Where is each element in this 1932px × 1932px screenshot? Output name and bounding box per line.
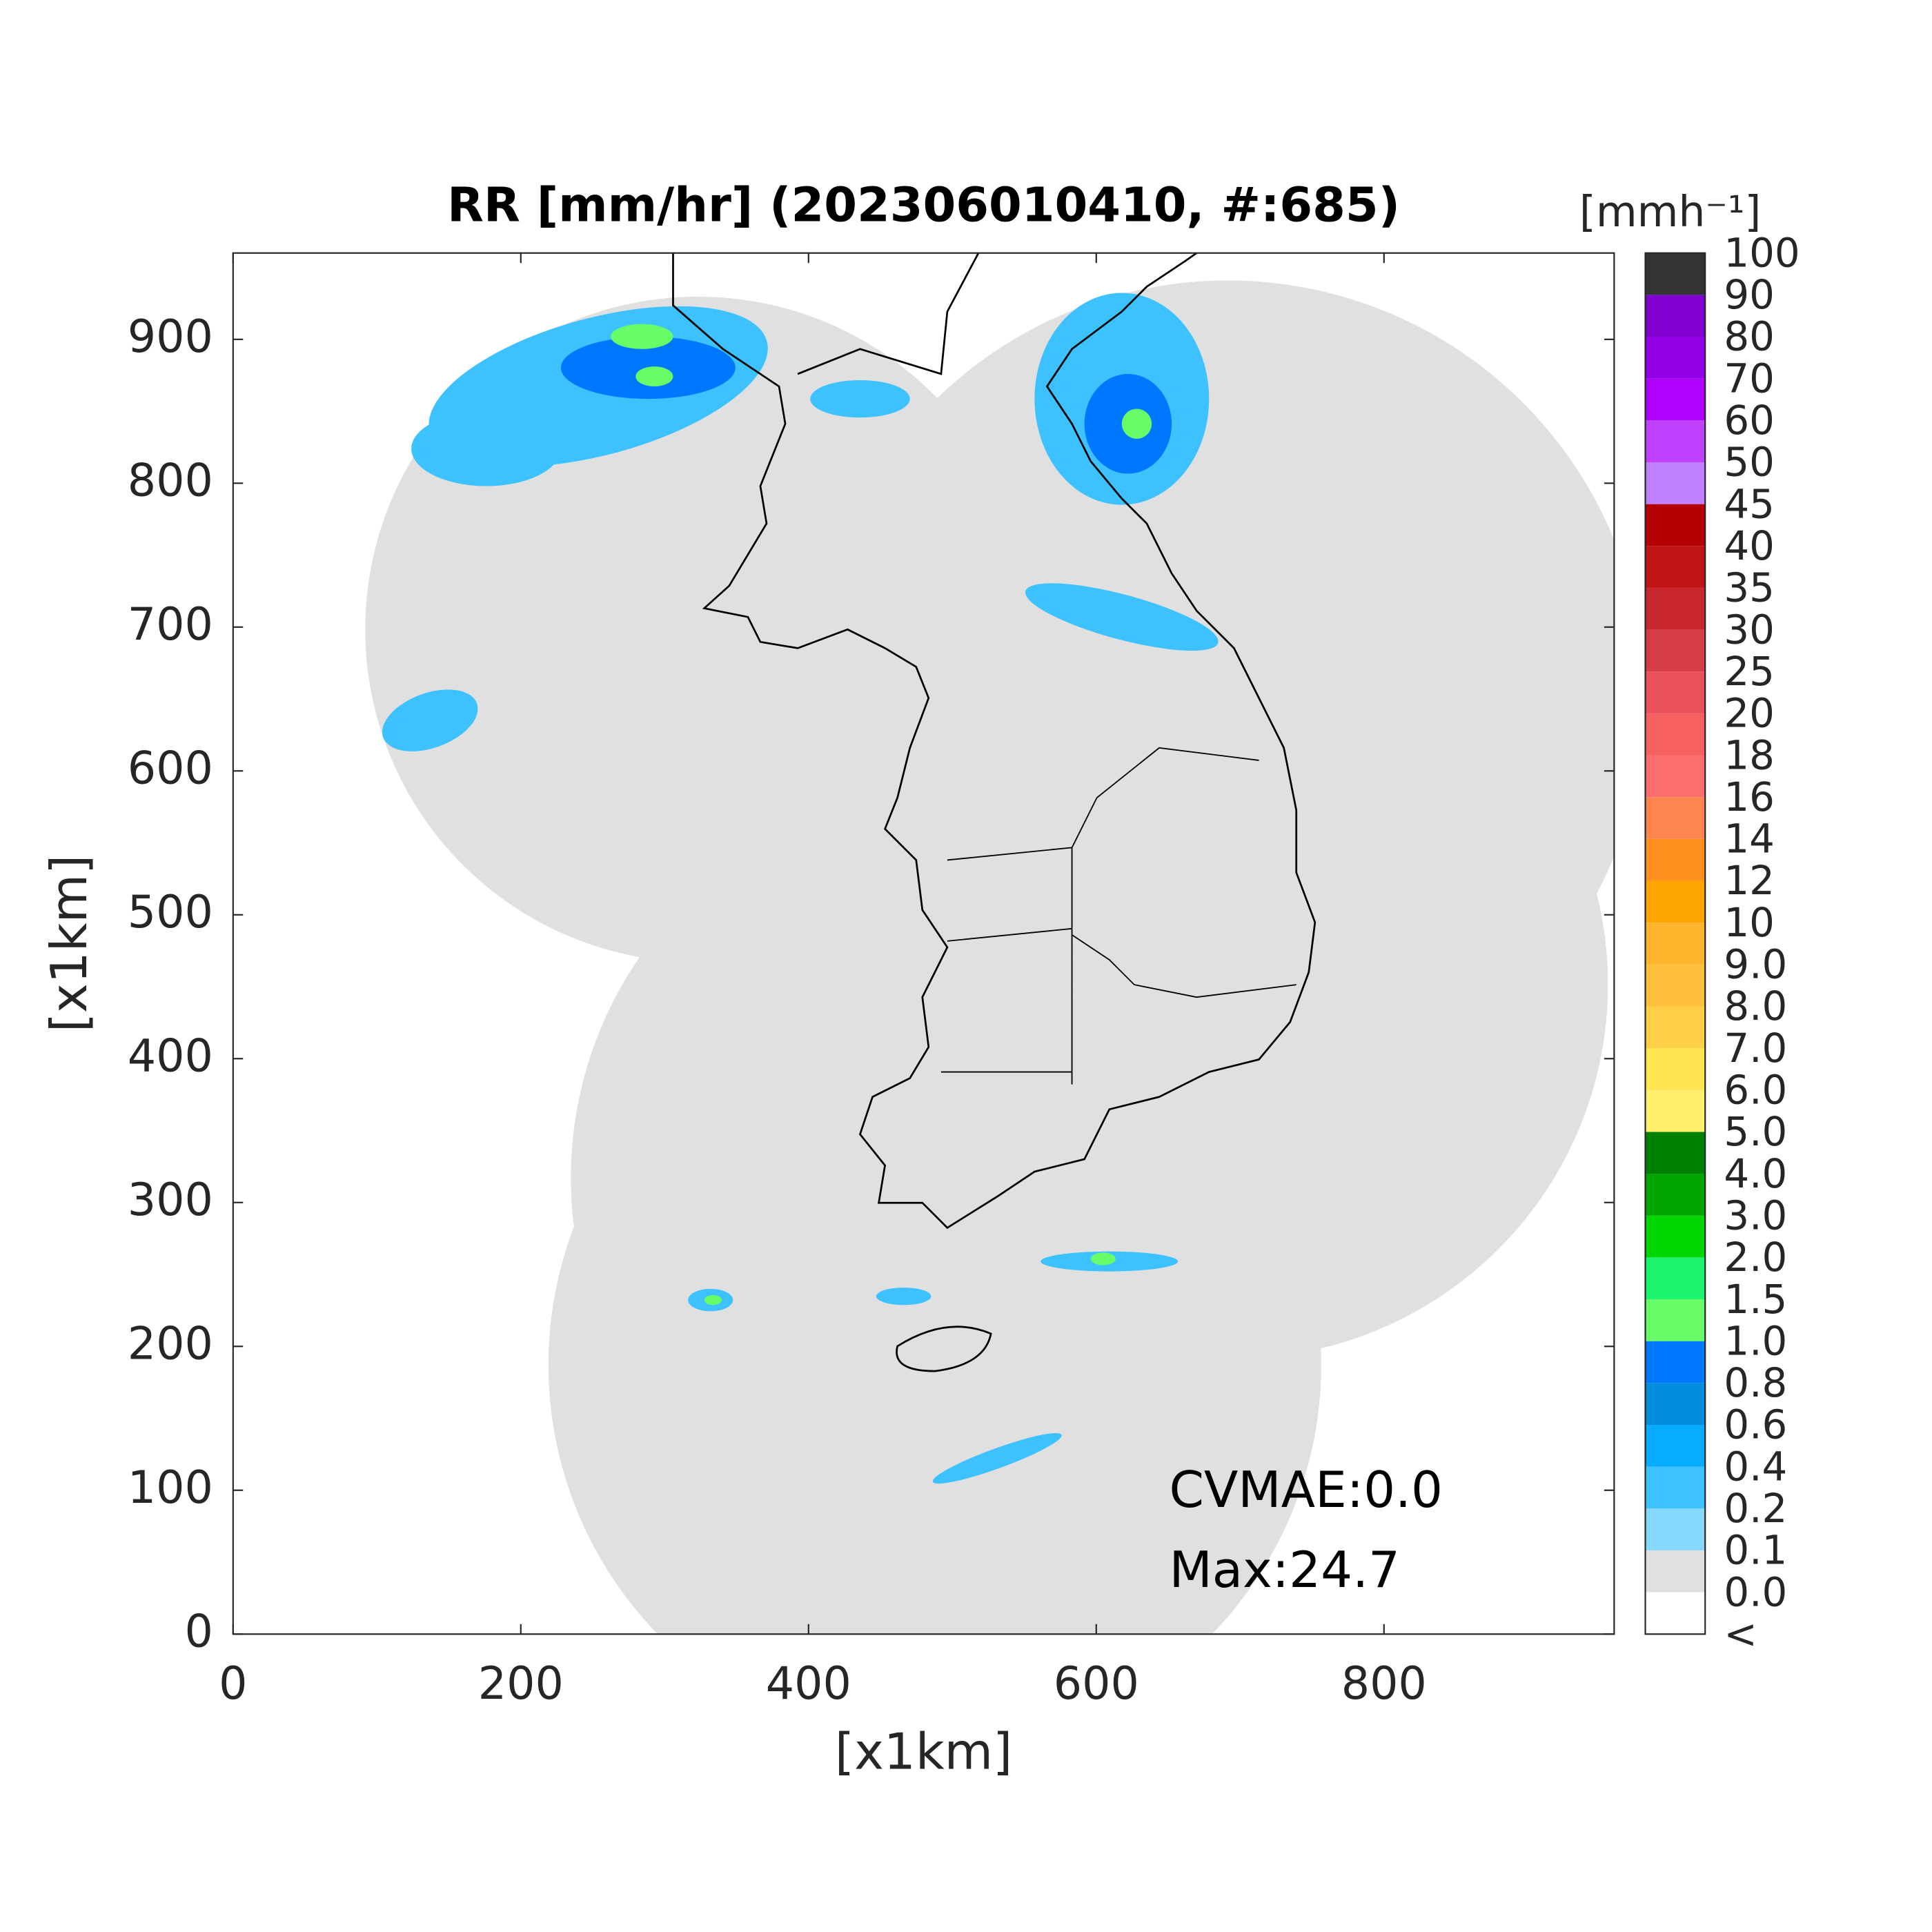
y-tick-label: 500: [128, 887, 213, 938]
y-tick-label: 0: [185, 1606, 213, 1657]
y-tick-label: 200: [128, 1318, 213, 1370]
colorbar-box: [1645, 629, 1706, 672]
colorbar-box: [1645, 671, 1706, 713]
coastline: [672, 253, 1317, 1230]
colorbar-box: [1645, 797, 1706, 839]
colorbar-tick-label: 14: [1724, 816, 1775, 862]
colorbar-tick-label: 2.0: [1724, 1234, 1787, 1281]
colorbar-tick-label: 100: [1724, 229, 1800, 276]
colorbar-box: [1645, 378, 1706, 421]
colorbar-tick-label: 7.0: [1724, 1025, 1787, 1072]
colorbar-box: [1645, 1592, 1706, 1635]
colorbar-tick-label: 3.0: [1724, 1192, 1787, 1239]
colorbar-tick-label: 0.0: [1724, 1568, 1787, 1615]
colorbar-tick-label: 90: [1724, 271, 1775, 318]
y-axis-label: [x1km]: [41, 855, 99, 1032]
colorbar-tick-label: <: [1724, 1610, 1757, 1657]
colorbar-tick-label: 10: [1724, 899, 1775, 946]
x-axis-label: [x1km]: [835, 1723, 1012, 1781]
colorbar-box: [1645, 1215, 1706, 1258]
colorbar-box: [1645, 1508, 1706, 1550]
colorbar-box: [1645, 1132, 1706, 1174]
colorbar-box: [1645, 337, 1706, 379]
colorbar-tick-label: 35: [1724, 564, 1775, 611]
colorbar-box: [1645, 253, 1706, 295]
province-border: [940, 747, 1297, 1085]
x-tick-label: 800: [1341, 1658, 1427, 1710]
colorbar-tick-label: 40: [1724, 522, 1775, 569]
colorbar-box: [1645, 587, 1706, 630]
colorbar-tick-label: 9.0: [1724, 941, 1787, 988]
colorbar-box: [1645, 755, 1706, 798]
y-tick-label: 900: [128, 311, 213, 363]
colorbar-tick-label: 6.0: [1724, 1066, 1787, 1113]
colorbar-box: [1645, 1090, 1706, 1132]
colorbar-box: [1645, 1299, 1706, 1341]
colorbar-box: [1645, 880, 1706, 923]
colorbar-tick-label: 18: [1724, 731, 1775, 778]
colorbar-label: [mmh⁻¹]: [1579, 188, 1762, 237]
y-tick-label: 400: [128, 1030, 213, 1082]
radar-field: [365, 253, 1615, 1635]
radar-coverage: [365, 280, 1615, 1635]
colorbar-box: [1645, 964, 1706, 1007]
x-tick-label: 200: [478, 1658, 564, 1710]
colorbar-tick-label: 50: [1724, 439, 1775, 486]
y-tick-label: 300: [128, 1174, 213, 1226]
annotation: Max:24.7: [1169, 1541, 1400, 1599]
x-tick-label: 400: [766, 1658, 851, 1710]
colorbar-box: [1645, 1466, 1706, 1509]
jeju-island: [896, 1325, 992, 1372]
y-tick-label: 100: [128, 1462, 213, 1514]
colorbar-box: [1645, 1383, 1706, 1425]
colorbar-tick-label: 60: [1724, 397, 1775, 444]
colorbar-tick-label: 45: [1724, 480, 1775, 527]
chart-title: RR [mm/hr] (202306010410, #:685): [447, 178, 1400, 233]
rain-echo-green: [611, 324, 1152, 1305]
colorbar-tick-label: 25: [1724, 648, 1775, 695]
colorbar-box: [1645, 923, 1706, 965]
colorbar-box: [1645, 838, 1706, 881]
y-tick-label: 700: [128, 599, 213, 651]
annotation: CVMAE:0.0: [1169, 1461, 1443, 1519]
colorbar-box: [1645, 295, 1706, 337]
colorbar-box: [1645, 1341, 1706, 1383]
colorbar-tick-label: 12: [1724, 857, 1775, 904]
colorbar-tick-label: 4.0: [1724, 1150, 1787, 1197]
colorbar-frame: [1644, 252, 1706, 1635]
colorbar-box: [1645, 1048, 1706, 1090]
colorbar-tick-label: 30: [1724, 606, 1775, 653]
colorbar-box: [1645, 420, 1706, 462]
colorbar-tick-label: 0.2: [1724, 1485, 1787, 1532]
colorbar-box: [1645, 1424, 1706, 1467]
colorbar-box: [1645, 1550, 1706, 1593]
colorbar-box: [1645, 1006, 1706, 1049]
colorbar-box: [1645, 546, 1706, 588]
colorbar-tick-label: 0.1: [1724, 1527, 1787, 1574]
colorbar-tick-label: 1.0: [1724, 1317, 1787, 1364]
x-tick-label: 600: [1054, 1658, 1139, 1710]
plot-frame: [232, 252, 1615, 1635]
colorbar-tick-label: 1.5: [1724, 1276, 1787, 1323]
colorbar-box: [1645, 504, 1706, 546]
colorbar-tick-label: 20: [1724, 690, 1775, 737]
colorbar-tick-label: 0.8: [1724, 1359, 1787, 1406]
colorbar-box: [1645, 1174, 1706, 1216]
colorbar-box: [1645, 462, 1706, 504]
colorbar-tick-label: 16: [1724, 773, 1775, 820]
colorbar-box: [1645, 713, 1706, 756]
colorbar-tick-label: 8.0: [1724, 983, 1787, 1029]
colorbar-tick-label: 80: [1724, 313, 1775, 360]
y-tick-label: 600: [128, 742, 213, 794]
colorbar-tick-label: 0.6: [1724, 1401, 1787, 1448]
colorbar-box: [1645, 1257, 1706, 1300]
colorbar-tick-label: 70: [1724, 355, 1775, 402]
x-tick-label: 0: [219, 1658, 247, 1710]
y-tick-label: 800: [128, 455, 213, 506]
colorbar-tick-label: 5.0: [1724, 1108, 1787, 1155]
colorbar-tick-label: 0.4: [1724, 1443, 1787, 1490]
